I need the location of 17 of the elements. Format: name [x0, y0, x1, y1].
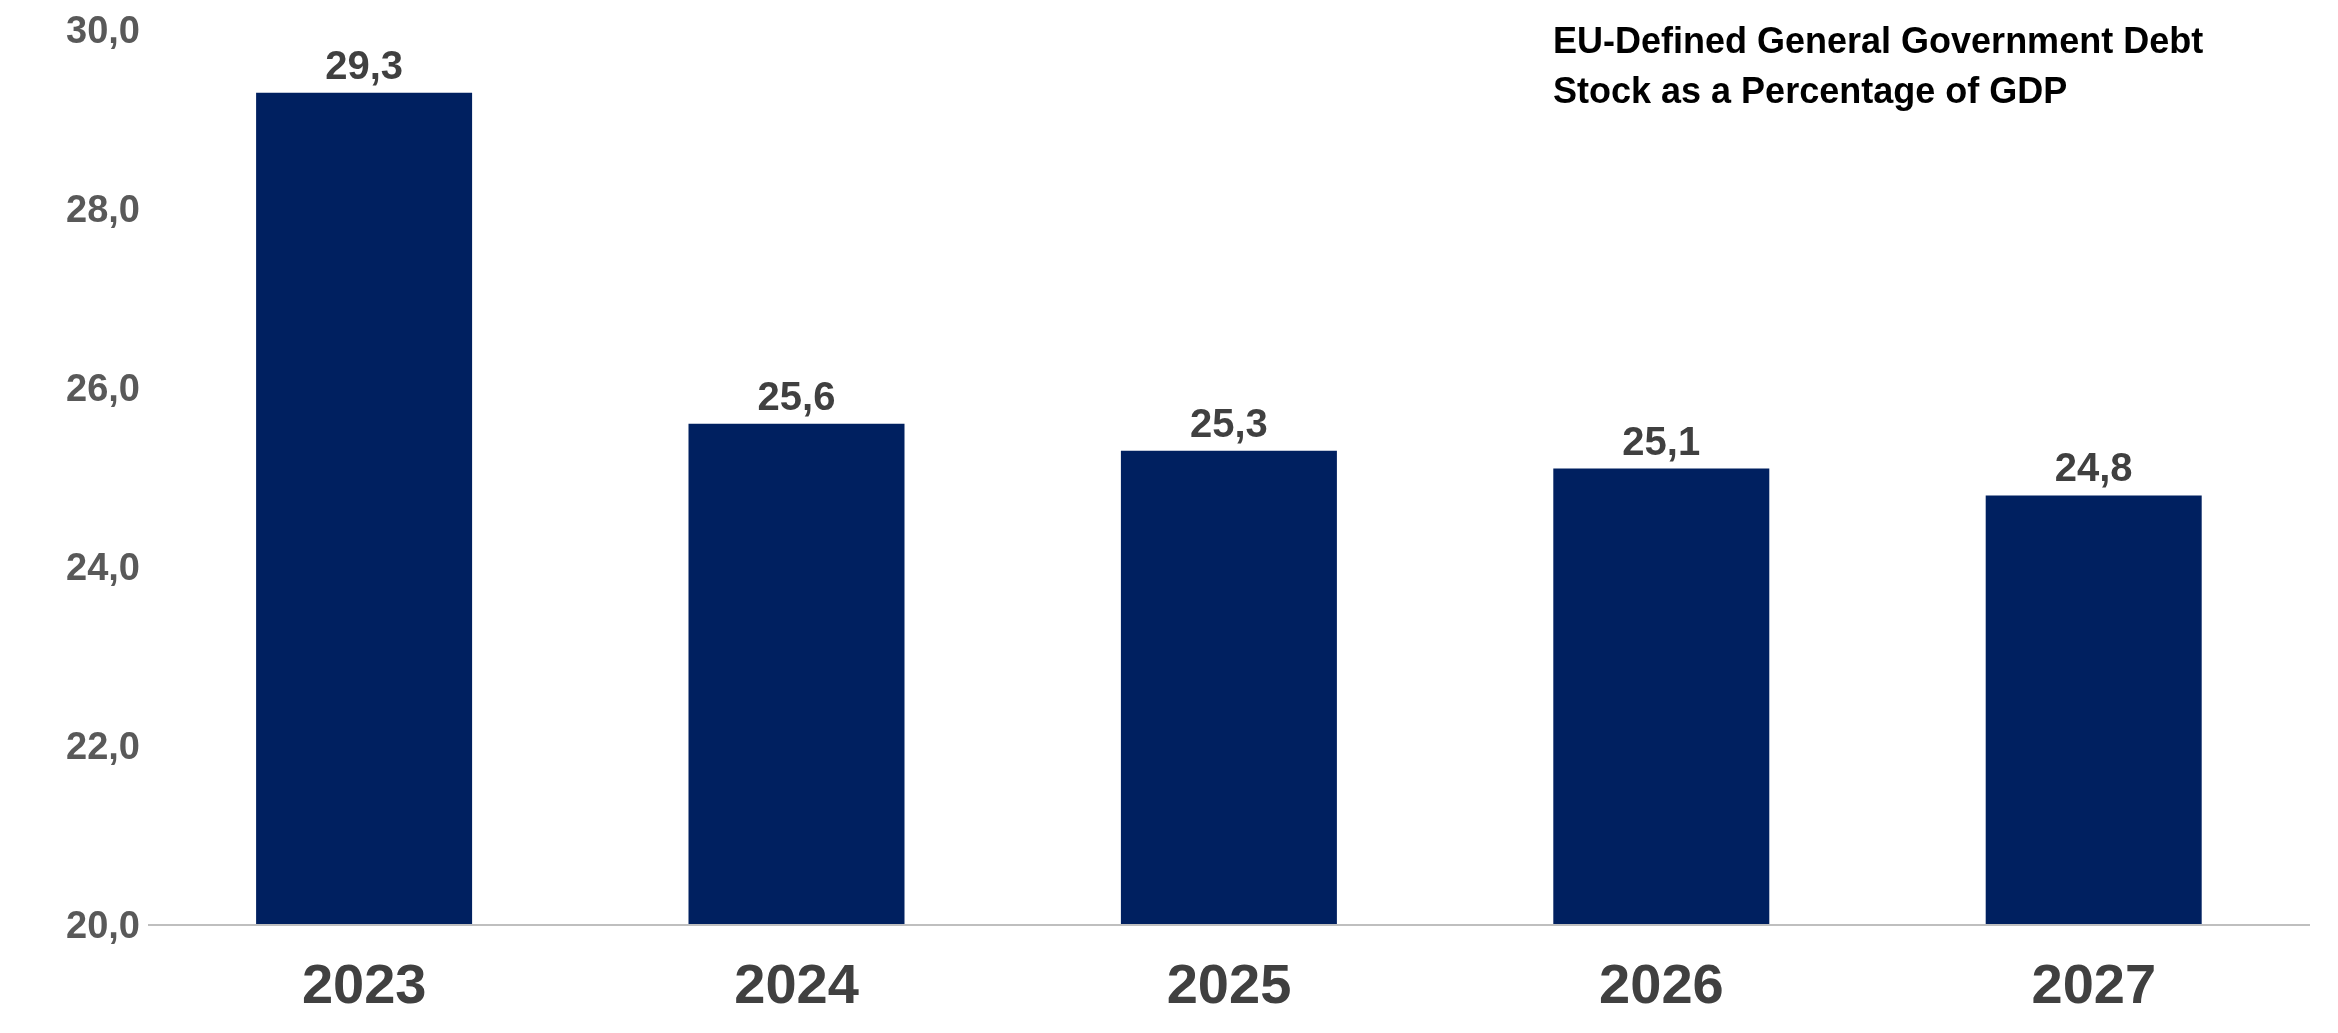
x-tick-label: 2026 [1599, 951, 1724, 1015]
y-tick-label: 26,0 [66, 367, 140, 410]
x-tick-label: 2025 [1166, 951, 1292, 1015]
y-tick-label: 30,0 [66, 9, 140, 52]
chart-title: EU-Defined General Government Debt Stock as a Percentage of GDP [1553, 19, 2205, 114]
y-tick-label: 24,0 [66, 546, 140, 589]
x-tick-label: 2023 [301, 951, 427, 1015]
data-label: 29,3 [325, 42, 404, 87]
x-tick-label: 2027 [2031, 951, 2157, 1015]
x-tick-label: 2024 [734, 951, 859, 1015]
data-label: 25,6 [757, 373, 836, 418]
y-tick-label: 22,0 [66, 725, 140, 768]
data-label: 25,1 [1622, 418, 1701, 463]
data-label: 24,8 [2054, 445, 2133, 490]
y-tick-label: 20,0 [66, 904, 140, 947]
data-label: 25,3 [1189, 400, 1268, 445]
y-tick-label: 28,0 [66, 188, 140, 231]
